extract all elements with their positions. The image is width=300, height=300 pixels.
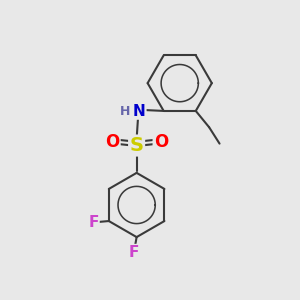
Text: O: O [154, 133, 168, 151]
Text: H: H [120, 105, 130, 118]
Text: F: F [129, 245, 140, 260]
Text: F: F [88, 215, 99, 230]
Text: S: S [130, 136, 144, 155]
Text: N: N [133, 103, 146, 118]
Text: O: O [105, 133, 119, 151]
